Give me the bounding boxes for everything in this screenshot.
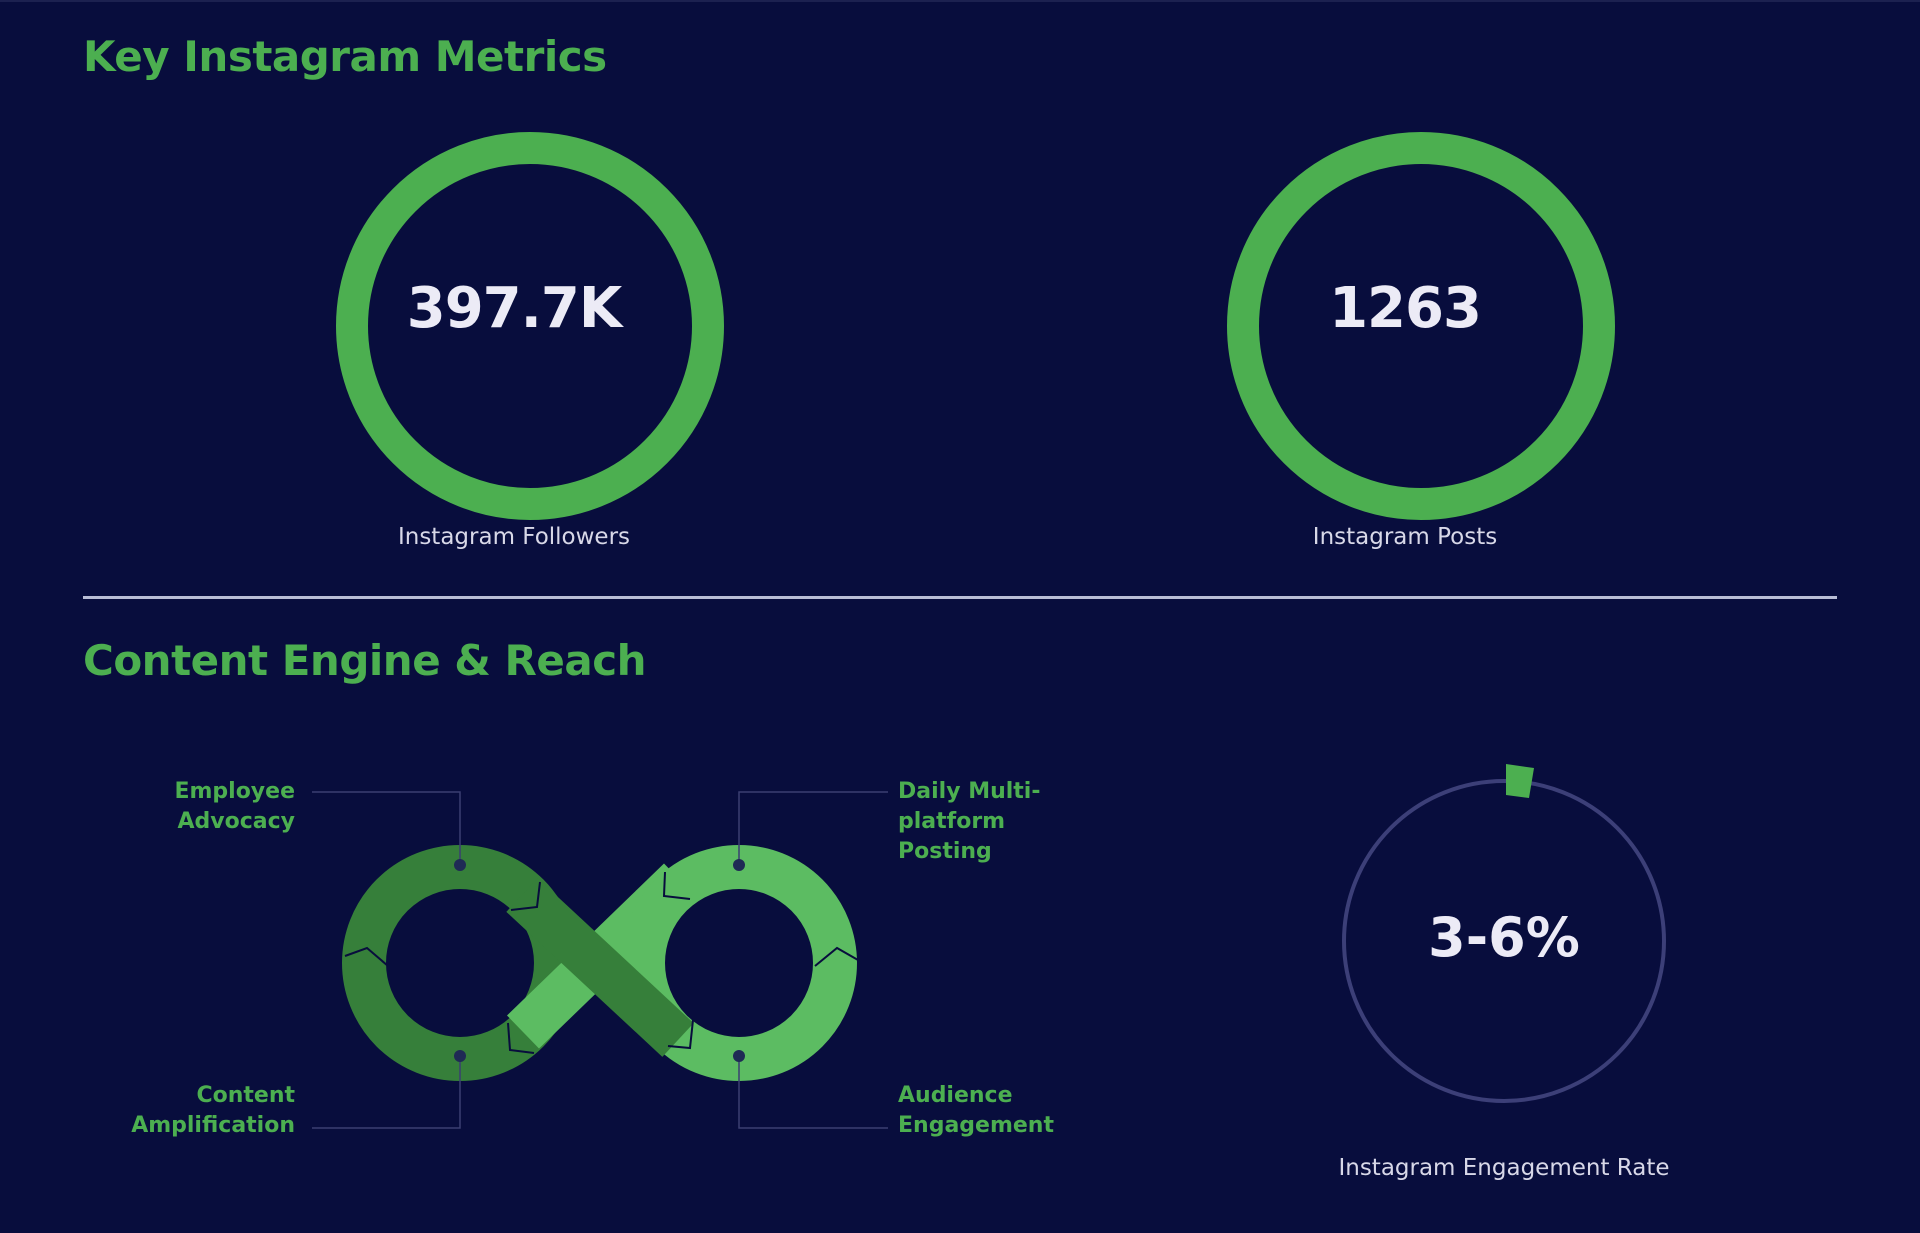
daily-posting-line3: Posting xyxy=(898,839,992,864)
seam-bottom-right xyxy=(667,1019,694,1050)
seam-top-right xyxy=(662,871,691,900)
leader-daily-posting xyxy=(738,791,888,864)
infinity-loop xyxy=(342,845,859,1081)
seam-right xyxy=(814,946,859,967)
posts-value: 1263 xyxy=(1329,276,1482,341)
audience-engagement-line2: Engagement xyxy=(898,1113,1054,1138)
seam-bottom-left xyxy=(507,1022,535,1054)
daily-posting-line2: platform xyxy=(898,809,1006,834)
node-dots xyxy=(454,859,745,1062)
employee-advocacy-line2: Advocacy xyxy=(177,809,296,834)
content-amplification-line1: Content xyxy=(196,1083,295,1108)
node-label-audience-engagement: Audience Engagement xyxy=(898,1081,1054,1141)
metrics-section-title: Key Instagram Metrics xyxy=(83,32,607,81)
audience-engagement-line1: Audience xyxy=(898,1083,1013,1108)
employee-advocacy-line1: Employee xyxy=(174,779,295,804)
engagement-marker xyxy=(1506,764,1534,798)
leader-audience-engagement xyxy=(738,1056,888,1129)
node-label-content-amplification: Content Amplification xyxy=(131,1081,295,1141)
content-section-title: Content Engine & Reach xyxy=(83,636,647,685)
seam-left xyxy=(344,946,389,967)
leader-employee-advocacy xyxy=(312,791,461,864)
followers-label: Instagram Followers xyxy=(397,524,631,550)
leader-content-amplification xyxy=(312,1056,461,1129)
engagement-label: Instagram Engagement Rate xyxy=(1338,1155,1670,1181)
engagement-value: 3-6% xyxy=(1428,906,1580,969)
node-label-employee-advocacy: Employee Advocacy xyxy=(174,777,295,837)
node-dot-daily-posting xyxy=(733,859,745,871)
leader-lines xyxy=(312,791,888,1129)
posts-label: Instagram Posts xyxy=(1312,524,1498,550)
top-edge-line xyxy=(0,0,1920,2)
seam-top-left xyxy=(510,881,541,911)
section-divider xyxy=(83,596,1837,599)
engagement-track xyxy=(1342,779,1666,1103)
node-dot-audience-engagement xyxy=(733,1050,745,1062)
node-dot-employee-advocacy xyxy=(454,859,466,871)
daily-posting-line1: Daily Multi- xyxy=(898,779,1041,804)
node-dot-content-amplification xyxy=(454,1050,466,1062)
cross-band-dark xyxy=(506,878,694,1057)
content-amplification-line2: Amplification xyxy=(131,1113,295,1138)
engagement-gauge xyxy=(1342,764,1666,1103)
followers-value: 397.7K xyxy=(406,276,623,341)
node-label-daily-posting: Daily Multi- platform Posting xyxy=(898,777,1040,867)
